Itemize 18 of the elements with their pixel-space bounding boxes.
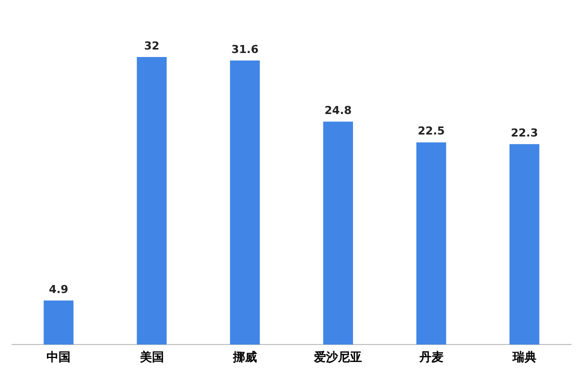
data-label: 32 (144, 39, 160, 52)
x-tick-label: 爱沙尼亚 (313, 350, 362, 364)
x-tick-label: 美国 (138, 350, 164, 364)
x-tick-label: 挪威 (232, 350, 257, 364)
bar (323, 122, 353, 345)
bar (510, 144, 540, 345)
x-tick-label: 丹麦 (418, 350, 444, 364)
bar (44, 300, 74, 345)
bar (230, 60, 260, 345)
x-tick-label: 中国 (46, 350, 71, 364)
x-tick-label: 瑞典 (511, 350, 536, 364)
bar (416, 142, 446, 345)
data-label: 31.6 (231, 42, 259, 56)
data-label: 24.8 (324, 104, 352, 118)
data-label: 22.5 (418, 124, 445, 138)
data-label: 22.3 (510, 126, 538, 140)
data-label: 4.9 (48, 282, 68, 296)
bar (136, 56, 167, 345)
